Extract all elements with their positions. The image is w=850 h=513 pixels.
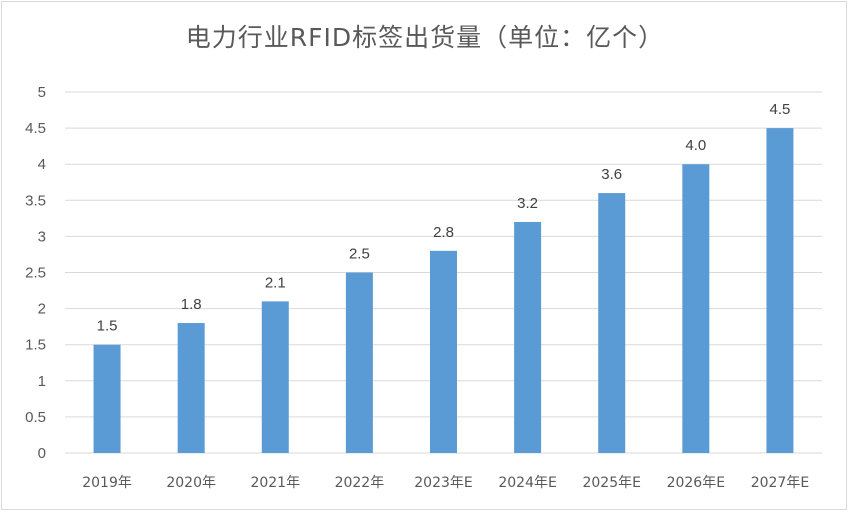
bars [93,128,794,453]
y-tick-label: 4 [38,156,46,173]
bar [682,164,710,453]
x-category-label: 2023年E [414,475,472,491]
data-label: 1.5 [97,318,118,335]
data-label: 2.1 [265,274,286,291]
y-tick-label: 0 [38,445,46,462]
bar [598,193,626,453]
bar [430,250,457,453]
data-label: 3.2 [517,195,538,212]
y-tick-label: 0.5 [25,409,46,426]
bar [261,301,289,453]
x-category-label: 2026年E [667,475,725,491]
y-tick-label: 1 [38,373,46,390]
x-category-label: 2025年E [582,475,640,491]
data-label: 2.8 [433,224,454,241]
x-category-label: 2019年 [82,475,132,491]
bar [766,128,794,453]
chart-title: 电力行业RFID标签出货量（单位：亿个） [185,23,665,52]
x-category-label: 2020年 [166,475,216,491]
data-label: 4.0 [685,137,706,154]
y-axis-ticks: 0 0.5 1 1.5 2 2.5 3 3.5 4 4.5 5 [25,84,46,462]
y-tick-label: 3.5 [25,192,46,209]
x-category-label: 2027年E [751,475,809,491]
data-label: 2.5 [349,246,370,263]
data-labels: 1.5 1.8 2.1 2.5 2.8 3.2 3.6 4.0 4.5 [97,101,791,335]
y-tick-label: 4.5 [25,120,46,137]
bar [514,221,542,453]
bar [345,272,373,453]
y-tick-label: 1.5 [25,337,46,354]
x-category-label: 2022年 [335,475,385,491]
data-label: 3.6 [601,166,622,183]
x-category-label: 2021年 [250,475,300,491]
y-tick-label: 5 [38,84,46,101]
y-tick-label: 2 [38,301,46,318]
data-label: 4.5 [770,101,791,118]
bar [93,344,121,453]
data-label: 1.8 [181,296,202,313]
y-tick-label: 3 [38,228,46,245]
bar [177,323,205,453]
x-axis-categories: 2019年 2020年 2021年 2022年 2023年E 2024年E 2025年E 20… [82,475,809,491]
y-tick-label: 2.5 [25,265,46,282]
x-category-label: 2024年E [498,475,556,491]
